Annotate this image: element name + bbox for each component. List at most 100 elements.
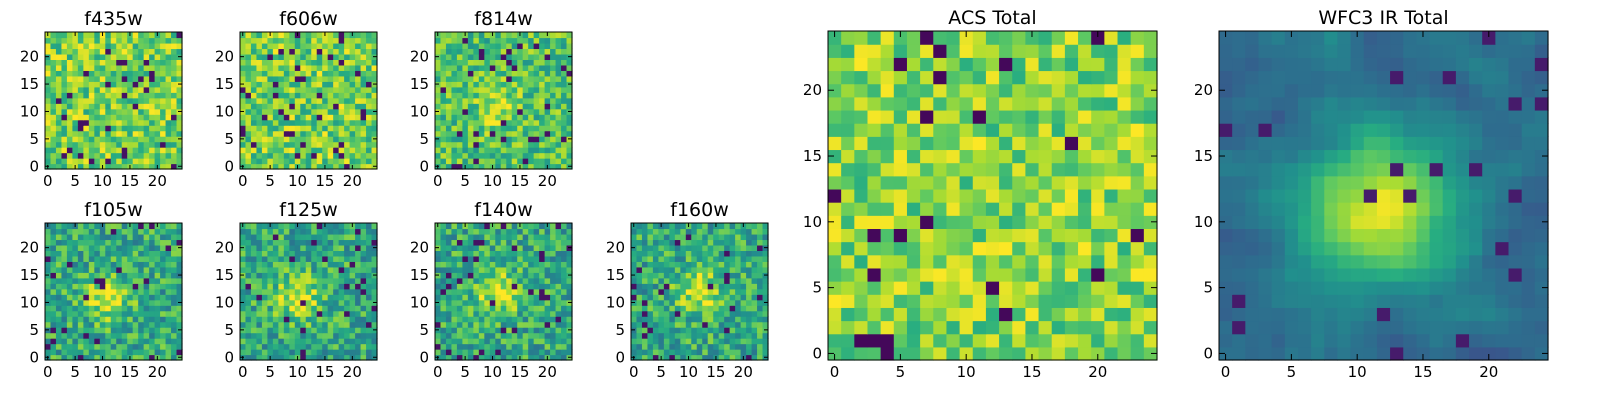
heatmap-cell bbox=[440, 70, 447, 77]
heatmap-cell bbox=[355, 37, 362, 44]
heatmap-cell bbox=[338, 163, 345, 170]
heatmap-cell bbox=[305, 130, 312, 137]
heatmap-cell bbox=[522, 255, 529, 262]
heatmap-cell bbox=[105, 141, 112, 148]
heatmap-cell bbox=[322, 239, 329, 246]
heatmap-cell bbox=[88, 244, 95, 251]
heatmap-cell bbox=[77, 272, 84, 279]
heatmap-cell bbox=[740, 272, 747, 279]
heatmap-cell bbox=[338, 53, 345, 60]
heatmap-cell bbox=[240, 130, 247, 137]
heatmap-cell bbox=[165, 266, 172, 273]
heatmap-cell bbox=[77, 136, 84, 143]
heatmap-cell bbox=[327, 70, 334, 77]
heatmap-cell bbox=[566, 70, 573, 77]
heatmap-cell bbox=[138, 250, 145, 257]
heatmap-cell bbox=[338, 86, 345, 93]
heatmap-cell bbox=[176, 343, 183, 350]
heatmap-cell bbox=[1078, 162, 1092, 177]
heatmap-cell bbox=[316, 299, 323, 306]
heatmap-cell bbox=[154, 37, 161, 44]
heatmap-cell bbox=[132, 244, 139, 251]
heatmap-cell bbox=[83, 59, 90, 66]
heatmap-cell bbox=[456, 239, 463, 246]
heatmap-cell bbox=[1091, 241, 1105, 256]
heatmap-cell bbox=[171, 59, 178, 66]
heatmap-cell bbox=[652, 250, 659, 257]
heatmap-cell bbox=[245, 147, 252, 154]
heatmap-cell bbox=[333, 277, 340, 284]
heatmap-cell bbox=[489, 119, 496, 126]
heatmap-cell bbox=[88, 233, 95, 241]
heatmap-cell bbox=[250, 64, 258, 71]
heatmap-cell bbox=[702, 233, 709, 241]
heatmap-cell bbox=[484, 64, 491, 71]
heatmap-cell bbox=[338, 277, 345, 284]
heatmap-cell bbox=[289, 283, 296, 290]
heatmap-cell bbox=[451, 321, 458, 328]
heatmap-cell bbox=[165, 239, 172, 246]
heatmap-cell bbox=[906, 241, 921, 256]
heatmap-cell bbox=[680, 310, 687, 317]
heatmap-cell bbox=[757, 244, 764, 251]
heatmap-cell bbox=[240, 70, 247, 77]
heatmap-cell bbox=[435, 288, 442, 295]
heatmap-cell bbox=[680, 354, 687, 361]
heatmap-cell bbox=[959, 202, 974, 216]
heatmap-cell bbox=[451, 233, 458, 241]
heatmap-cell bbox=[256, 75, 263, 82]
heatmap-cell bbox=[528, 75, 535, 82]
heatmap-cell bbox=[171, 92, 178, 99]
heatmap-cell bbox=[61, 277, 68, 284]
heatmap-cell bbox=[355, 343, 362, 350]
heatmap-cell bbox=[451, 53, 458, 60]
heatmap-cell bbox=[245, 81, 252, 88]
heatmap-cell bbox=[473, 310, 480, 317]
heatmap-cell bbox=[272, 250, 279, 257]
heatmap-cell bbox=[893, 175, 908, 190]
heatmap-cell bbox=[250, 59, 258, 66]
heatmap-cell bbox=[641, 343, 649, 350]
heatmap-cell bbox=[105, 294, 112, 301]
heatmap-cell bbox=[680, 272, 687, 279]
heatmap-cell bbox=[99, 42, 106, 50]
heatmap-cell bbox=[555, 108, 562, 115]
heatmap-cell bbox=[647, 266, 654, 273]
heatmap-cell bbox=[250, 48, 258, 55]
heatmap-cell bbox=[99, 37, 106, 44]
heatmap-cell bbox=[1078, 333, 1092, 348]
heatmap-cell bbox=[500, 81, 507, 88]
heatmap-cell bbox=[478, 261, 485, 268]
heatmap-cell bbox=[1117, 162, 1132, 177]
heatmap-cell bbox=[322, 42, 329, 50]
heatmap-cell bbox=[300, 261, 307, 268]
heatmap-cell bbox=[349, 130, 356, 137]
heatmap-cell bbox=[77, 64, 84, 71]
heatmap-cell bbox=[143, 64, 150, 71]
heatmap-cell bbox=[294, 244, 301, 251]
heatmap-cell bbox=[272, 108, 279, 115]
heatmap-cell bbox=[506, 32, 513, 39]
heatmap-cell bbox=[478, 310, 485, 317]
heatmap-cell bbox=[933, 215, 948, 229]
heatmap-cell bbox=[88, 338, 95, 345]
heatmap-cell bbox=[305, 163, 312, 170]
heatmap-cell bbox=[94, 316, 101, 323]
heatmap-cell bbox=[500, 152, 507, 159]
heatmap-cell bbox=[349, 147, 356, 154]
heatmap-cell bbox=[702, 266, 709, 273]
heatmap-cell bbox=[61, 239, 68, 246]
heatmap-cell bbox=[751, 321, 758, 328]
heatmap-cell bbox=[495, 244, 502, 251]
heatmap-cell bbox=[751, 343, 758, 350]
heatmap-cell bbox=[533, 288, 540, 295]
heatmap-cell bbox=[171, 321, 178, 328]
heatmap-cell bbox=[333, 32, 340, 39]
heatmap-cell bbox=[528, 32, 535, 39]
heatmap-cell bbox=[171, 354, 178, 361]
heatmap-cell bbox=[880, 294, 895, 308]
heatmap-cell bbox=[495, 48, 502, 55]
heatmap-cell bbox=[355, 97, 362, 104]
heatmap-cell bbox=[473, 294, 480, 301]
heatmap-cell bbox=[344, 59, 351, 66]
